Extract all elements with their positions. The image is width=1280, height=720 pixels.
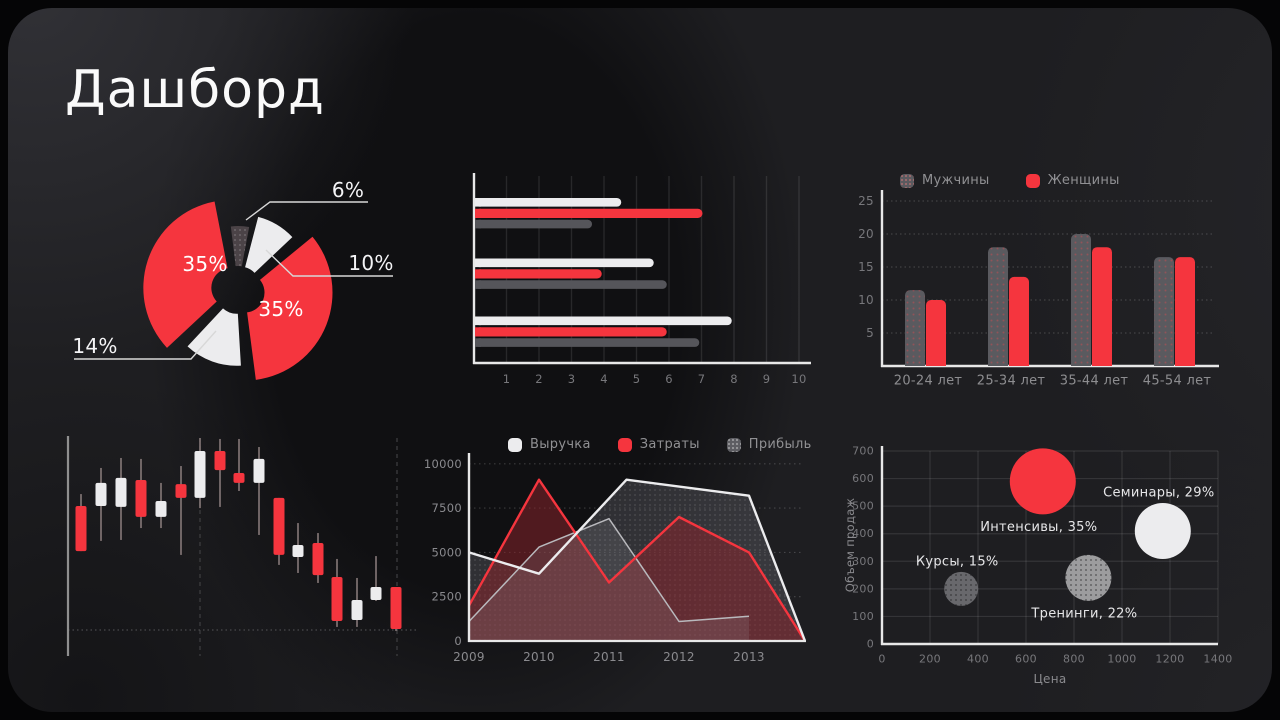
revenue-swatch-icon xyxy=(508,437,522,452)
groupbar-chart-block: 5 10 15 20 25 20-24 лет 25-34 лет 35-44 лет 45-5… xyxy=(858,168,1228,398)
svg-text:Курсы, 15%: Курсы, 15% xyxy=(916,554,999,569)
svg-text:5: 5 xyxy=(866,326,874,340)
dashboard-panel: Дашборд 6% 10% 35% 14% 35% 1 2 3 4 5 6 7 8 9 10 Мужчи… xyxy=(8,8,1272,712)
svg-text:1400: 1400 xyxy=(1203,653,1232,666)
svg-text:7500: 7500 xyxy=(432,501,462,515)
men-swatch-icon xyxy=(900,173,914,188)
svg-text:20-24 лет: 20-24 лет xyxy=(894,374,963,389)
pie-chart: 6% 10% 35% 14% 35% xyxy=(72,178,393,380)
svg-text:35-44 лет: 35-44 лет xyxy=(1060,374,1129,389)
groupbar-legend: Мужчины Женщины xyxy=(900,173,1120,188)
svg-text:100: 100 xyxy=(852,610,874,623)
svg-text:25: 25 xyxy=(858,194,874,208)
svg-text:500: 500 xyxy=(852,500,874,513)
svg-text:2013: 2013 xyxy=(733,650,765,664)
area-chart-block: 10000 7500 5000 2500 0 2009 2010 2011 2012 2013 xyxy=(424,433,823,678)
legend-item-profit: Прибыль xyxy=(726,437,812,452)
legend-label: Выручка xyxy=(530,437,591,452)
svg-text:10: 10 xyxy=(858,293,874,307)
svg-text:15: 15 xyxy=(858,260,874,274)
svg-text:8: 8 xyxy=(730,372,738,386)
svg-text:2012: 2012 xyxy=(663,650,695,664)
svg-text:2011: 2011 xyxy=(593,650,625,664)
svg-text:1200: 1200 xyxy=(1155,653,1184,666)
women-swatch-icon xyxy=(1025,173,1040,188)
svg-text:20: 20 xyxy=(858,227,874,241)
svg-text:400: 400 xyxy=(852,527,874,540)
svg-text:3: 3 xyxy=(568,372,576,386)
svg-text:14%: 14% xyxy=(72,334,117,358)
svg-text:7: 7 xyxy=(698,372,706,386)
legend-label: Мужчины xyxy=(922,173,990,188)
legend-label: Прибыль xyxy=(748,437,812,452)
grouped-bar-chart: 5 10 15 20 25 20-24 лет 25-34 лет 35-44 лет 45-5… xyxy=(858,190,1219,389)
svg-text:10000: 10000 xyxy=(424,457,462,471)
svg-text:0: 0 xyxy=(867,638,874,651)
profit-swatch-icon xyxy=(726,437,741,452)
costs-swatch-icon xyxy=(617,437,632,452)
svg-text:2009: 2009 xyxy=(453,650,485,664)
svg-text:Объем продаж: Объем продаж xyxy=(843,498,857,593)
svg-text:9: 9 xyxy=(763,372,771,386)
svg-text:0: 0 xyxy=(878,653,885,666)
pie-chart-block: 6% 10% 35% 14% 35% xyxy=(48,163,438,388)
legend-item-costs: Затраты xyxy=(617,437,700,452)
svg-text:Цена: Цена xyxy=(1033,672,1066,686)
svg-text:600: 600 xyxy=(852,472,874,485)
svg-text:700: 700 xyxy=(852,445,874,458)
hbar-chart-block: 1 2 3 4 5 6 7 8 9 10 xyxy=(463,168,813,393)
svg-text:600: 600 xyxy=(1015,653,1037,666)
svg-text:6%: 6% xyxy=(332,178,364,202)
svg-text:Интенсивы, 35%: Интенсивы, 35% xyxy=(980,520,1097,535)
candlestick-chart xyxy=(66,436,416,656)
svg-text:5: 5 xyxy=(633,372,641,386)
svg-text:35%: 35% xyxy=(182,252,227,276)
legend-item-men: Мужчины xyxy=(900,173,990,188)
svg-text:4: 4 xyxy=(600,372,608,386)
svg-text:35%: 35% xyxy=(258,297,303,321)
svg-text:Семинары, 29%: Семинары, 29% xyxy=(1103,485,1214,500)
svg-text:6: 6 xyxy=(665,372,673,386)
svg-text:10: 10 xyxy=(791,372,806,386)
legend-item-women: Женщины xyxy=(1025,173,1120,188)
legend-label: Женщины xyxy=(1047,173,1120,188)
svg-text:1: 1 xyxy=(503,372,511,386)
svg-text:45-54 лет: 45-54 лет xyxy=(1143,374,1212,389)
svg-text:Тренинги, 22%: Тренинги, 22% xyxy=(1030,606,1137,621)
svg-text:2500: 2500 xyxy=(432,590,462,604)
svg-text:800: 800 xyxy=(1063,653,1085,666)
bubble-chart: 0 200 400 600 800 1000 1200 1400 0 100 200 300 400 50… xyxy=(843,445,1232,686)
svg-text:2010: 2010 xyxy=(523,650,555,664)
svg-text:5000: 5000 xyxy=(432,545,462,559)
svg-text:2: 2 xyxy=(535,372,543,386)
candlestick-chart-block xyxy=(58,428,418,668)
area-chart: 10000 7500 5000 2500 0 2009 2010 2011 2012 2013 xyxy=(424,453,807,664)
svg-text:0: 0 xyxy=(454,634,462,648)
svg-text:10%: 10% xyxy=(348,251,393,275)
svg-text:1000: 1000 xyxy=(1107,653,1136,666)
svg-text:300: 300 xyxy=(852,555,874,568)
area-legend: Выручка Затраты Прибыль xyxy=(508,437,812,452)
legend-item-revenue: Выручка xyxy=(508,437,591,452)
svg-text:200: 200 xyxy=(852,582,874,595)
page-title: Дашборд xyxy=(65,60,325,120)
bubble-chart-block: 0 200 400 600 800 1000 1200 1400 0 100 200 300 400 50… xyxy=(834,433,1236,701)
svg-text:200: 200 xyxy=(919,653,941,666)
legend-label: Затраты xyxy=(639,437,700,452)
svg-text:400: 400 xyxy=(967,653,989,666)
horizontal-bar-chart: 1 2 3 4 5 6 7 8 9 10 xyxy=(472,173,811,386)
svg-text:25-34 лет: 25-34 лет xyxy=(977,374,1046,389)
